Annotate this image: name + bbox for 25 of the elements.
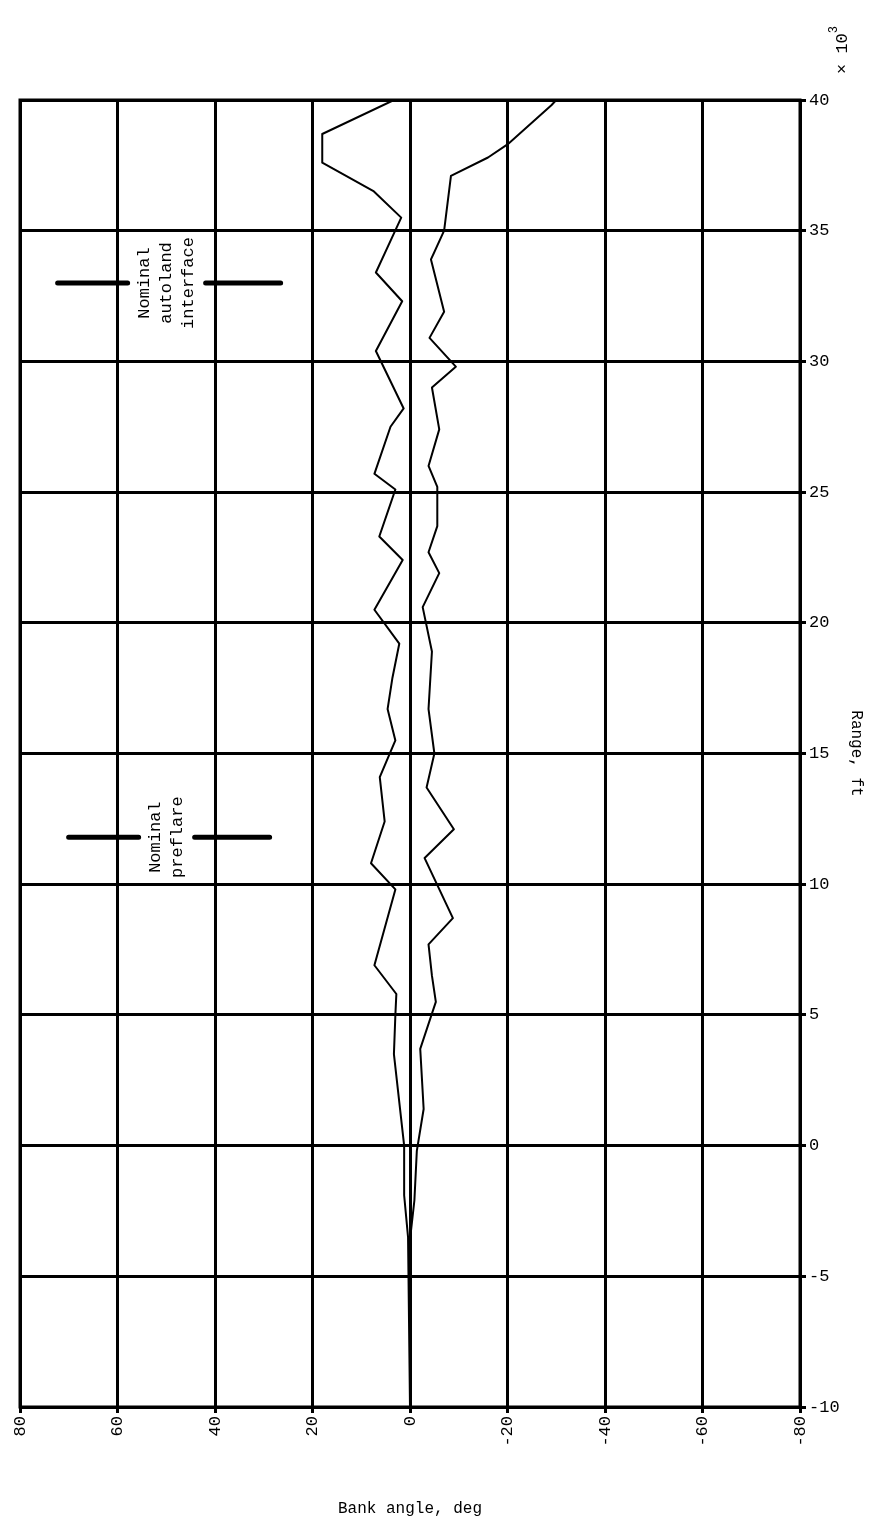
x-tick-label: 0	[400, 1416, 420, 1427]
y-tick-label: 35	[809, 221, 830, 241]
text: × 103	[827, 25, 852, 74]
x-axis-title: Bank angle, deg	[337, 1499, 483, 1518]
ref-line-label: Nominal preflare	[146, 796, 188, 878]
x-tick-label: 40	[205, 1416, 225, 1437]
ref-line-label: Nominal autoland interface	[135, 237, 199, 329]
x-tick-label: -20	[498, 1416, 517, 1447]
y-tick-label: 30	[809, 351, 830, 371]
x-tick-label: 60	[108, 1416, 127, 1437]
x-tick-label: -40	[595, 1416, 615, 1447]
y-tick-label: -10	[809, 1397, 840, 1417]
y-tick-label: 40	[809, 90, 830, 110]
y-tick-label: -5	[809, 1266, 830, 1286]
y-tick-label: 0	[809, 1136, 820, 1156]
x-tick-label: 20	[303, 1416, 322, 1437]
y-axis-title: Range, ft	[847, 710, 866, 797]
y-tick-label: 20	[809, 613, 830, 633]
y-tick-label: 15	[809, 744, 830, 763]
y-tick-label: 25	[809, 482, 830, 502]
x-tick-label: 80	[10, 1416, 30, 1437]
y-tick-label: 10	[809, 874, 830, 894]
x-tick-label: -80	[790, 1416, 810, 1447]
y-tick-label: 5	[809, 1005, 820, 1025]
x-tick-label: -60	[693, 1416, 712, 1447]
